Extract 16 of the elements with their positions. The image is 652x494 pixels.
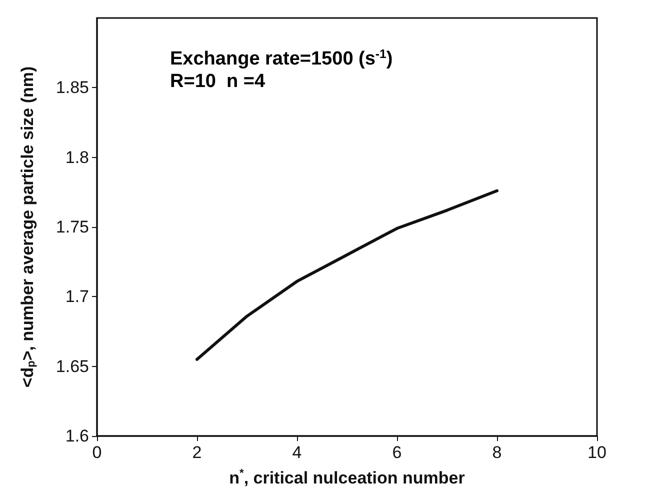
x-tick-label: 6 xyxy=(392,443,402,462)
y-tick-label: 1.6 xyxy=(65,426,89,446)
x-axis-title: n*, critical nulceation number xyxy=(229,468,466,488)
x-tick-label: 4 xyxy=(292,443,302,462)
x-tick-label: 0 xyxy=(92,443,102,462)
y-axis-title: <dp>, number average particle size (nm) xyxy=(18,66,38,388)
y-tick-label: 1.85 xyxy=(56,78,89,98)
y-tick-label: 1.75 xyxy=(56,218,89,236)
x-tick-label: 10 xyxy=(588,443,606,462)
x-tick-label: 2 xyxy=(192,443,202,462)
y-tick-label: 1.8 xyxy=(65,148,89,167)
y-tick-label: 1.7 xyxy=(65,287,89,306)
line-series xyxy=(196,189,498,361)
annotation: R=10 n =4 xyxy=(170,71,266,92)
x-tick-label: 8 xyxy=(492,443,502,462)
y-tick-label: 1.65 xyxy=(56,356,89,376)
